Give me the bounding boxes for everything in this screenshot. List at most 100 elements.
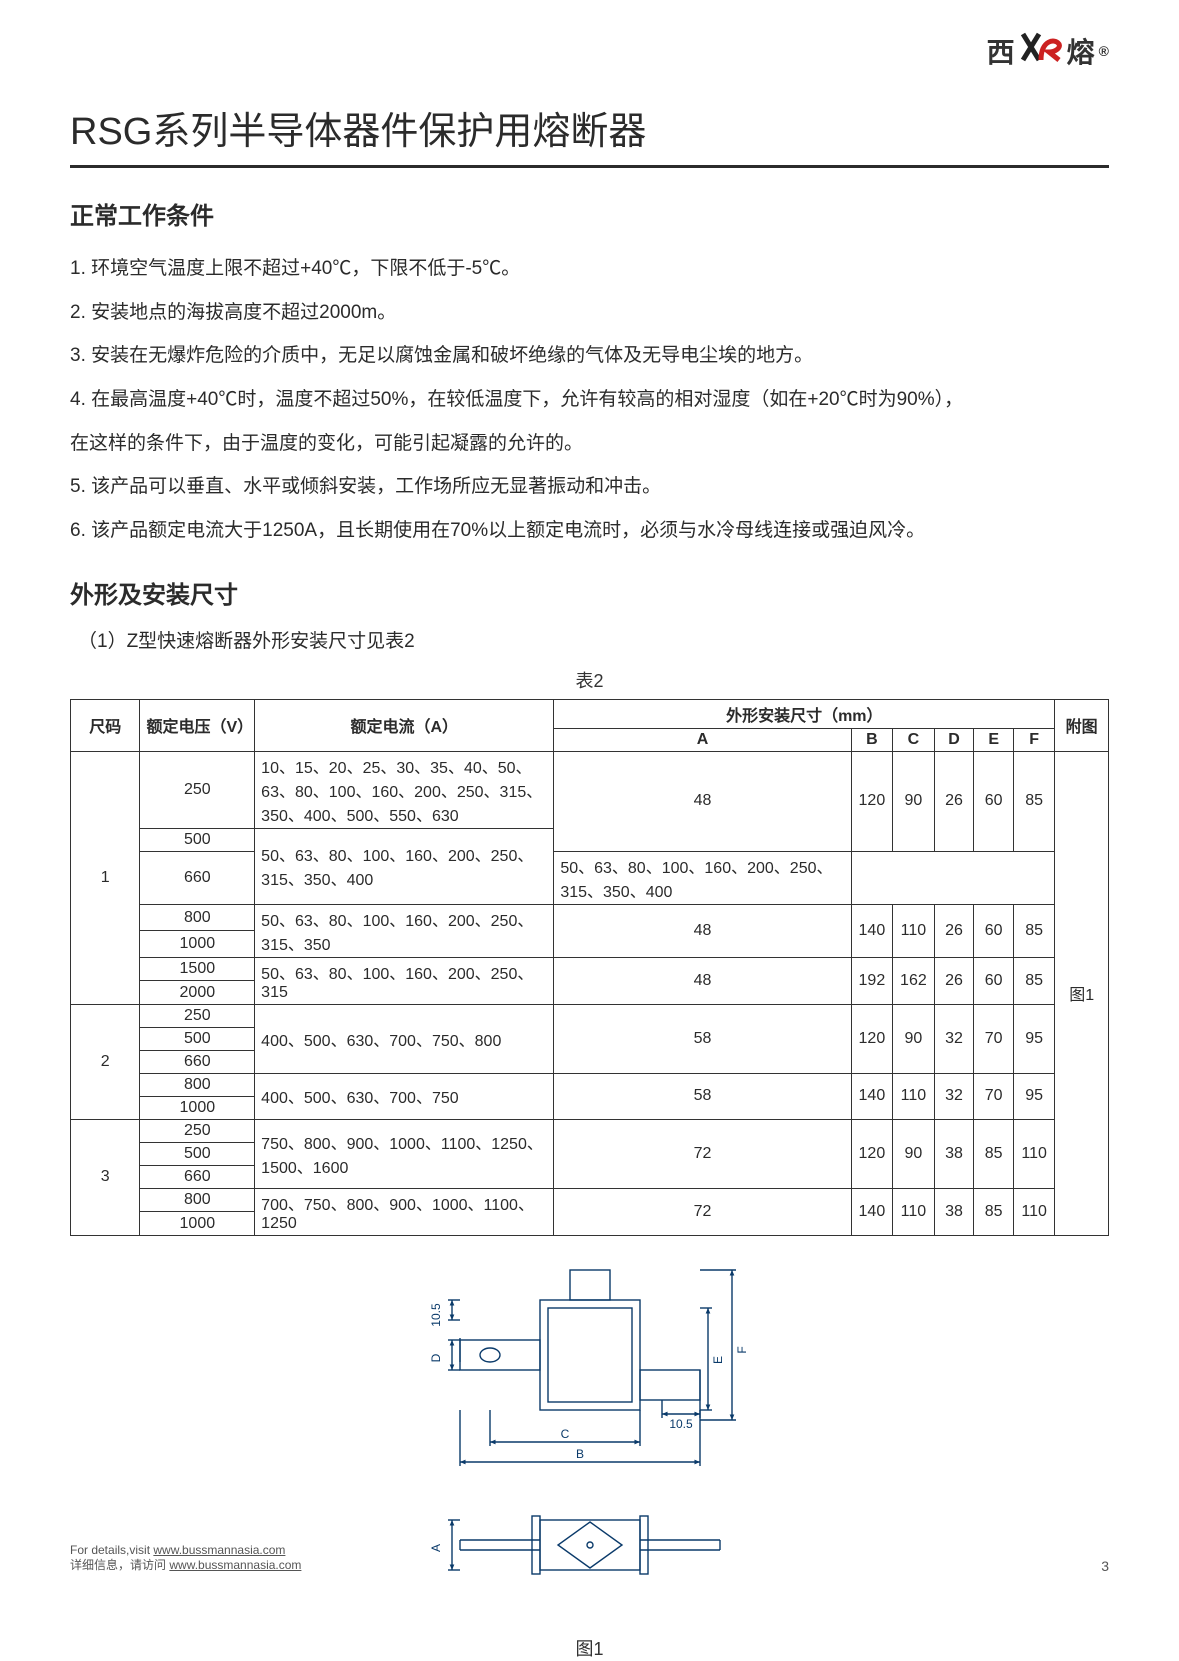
cell-dim: 90: [893, 1119, 935, 1188]
cell-dim: 162: [893, 957, 935, 1004]
cell-dim: 140: [851, 1188, 893, 1235]
cell-dim: 95: [1014, 1073, 1055, 1119]
brand-reg: ®: [1099, 43, 1109, 59]
cell-volt: 2000: [140, 981, 255, 1005]
th-size: 尺码: [71, 699, 140, 751]
table-row: 800400、500、630、700、75058140110327095: [71, 1073, 1109, 1096]
dimensions-table: 尺码额定电压（V）额定电流（A）外形安装尺寸（mm）附图ABCDEF125010…: [70, 699, 1109, 1236]
table-row: 150050、63、80、100、160、200、250、31548192162…: [71, 957, 1109, 981]
cell-dim: 85: [974, 1188, 1014, 1235]
cell-dim: 140: [851, 904, 893, 957]
svg-text:E: E: [711, 1356, 725, 1364]
cell-dim: 48: [554, 904, 851, 957]
figure-caption: 图1: [70, 1635, 1109, 1661]
condition-item: 4. 在最高温度+40℃时，温度不超过50%，在较低温度下，允许有较高的相对湿度…: [70, 378, 1109, 422]
section-operating-conditions: 正常工作条件: [70, 196, 1109, 231]
cell-dim: 26: [934, 957, 974, 1004]
footer-link[interactable]: www.bussmannasia.com: [153, 1543, 285, 1557]
cell-volt: 250: [140, 1119, 255, 1142]
cell-size: 2: [71, 1004, 140, 1119]
th-dim: E: [974, 728, 1014, 751]
cell-dim: 38: [934, 1119, 974, 1188]
footer: For details,visit www.bussmannasia.com 详…: [70, 1543, 301, 1574]
th-dim: C: [893, 728, 935, 751]
section-dimensions: 外形及安装尺寸: [70, 575, 1109, 610]
cell-volt: 800: [140, 1188, 255, 1212]
footer-line2-prefix: 详细信息，请访问: [70, 1558, 166, 1572]
th-dim: B: [851, 728, 893, 751]
condition-item: 6. 该产品额定电流大于1250A，且长期使用在70%以上额定电流时，必须与水冷…: [70, 509, 1109, 553]
cell-volt: 660: [140, 1165, 255, 1188]
cell-curr: 50、63、80、100、160、200、250、315、350: [255, 904, 554, 957]
cell-curr: 50、63、80、100、160、200、250、315、350、400: [554, 851, 851, 904]
cell-volt: 1000: [140, 1096, 255, 1119]
cell-dim: 90: [893, 751, 935, 851]
th-curr: 额定电流（A）: [255, 699, 554, 751]
table-row: 800700、750、800、900、1000、1100、12507214011…: [71, 1188, 1109, 1212]
brand-logo: 西 熔 ®: [987, 30, 1109, 71]
cell-dim: 120: [851, 1119, 893, 1188]
cell-volt: 500: [140, 1142, 255, 1165]
cell-dim: 60: [974, 751, 1014, 851]
svg-text:10.5: 10.5: [429, 1303, 443, 1327]
cell-dim: 120: [851, 751, 893, 851]
svg-text:F: F: [735, 1346, 749, 1353]
cell-volt: 660: [140, 1050, 255, 1073]
condition-item: 3. 安装在无爆炸危险的介质中，无足以腐蚀金属和破坏绝缘的气体及无导电尘埃的地方…: [70, 334, 1109, 378]
cell-dim: 110: [893, 1073, 935, 1119]
cell-dim: 70: [974, 1073, 1014, 1119]
cell-dim: 72: [554, 1188, 851, 1235]
table-caption: 表2: [70, 667, 1109, 693]
cell-curr: 50、63、80、100、160、200、250、315: [255, 957, 554, 1004]
cell-curr: 750、800、900、1000、1100、1250、1500、1600: [255, 1119, 554, 1188]
cell-dim: 85: [1014, 957, 1055, 1004]
cell-curr: 400、500、630、700、750、800: [255, 1004, 554, 1073]
th-dim: D: [934, 728, 974, 751]
cell-volt: 250: [140, 751, 255, 828]
table-row: 80050、63、80、100、160、200、250、315、35048140…: [71, 904, 1109, 931]
svg-text:B: B: [575, 1447, 583, 1461]
condition-item: 在这样的条件下，由于温度的变化，可能引起凝露的允许的。: [70, 422, 1109, 466]
cell-dim: 110: [893, 904, 935, 957]
cell-size: 3: [71, 1119, 140, 1235]
subsection-z-type: （1）Z型快速熔断器外形安装尺寸见表2: [78, 626, 1109, 653]
cell-dim: 110: [1014, 1119, 1055, 1188]
table-row: 2250400、500、630、700、750、8005812090327095: [71, 1004, 1109, 1027]
table-row: 3250750、800、900、1000、1100、1250、1500、1600…: [71, 1119, 1109, 1142]
cell-volt: 1500: [140, 957, 255, 981]
page-title: RSG系列半导体器件保护用熔断器: [70, 100, 1109, 168]
brand-xi: 西: [987, 31, 1015, 71]
cell-dim: 32: [934, 1004, 974, 1073]
cell-volt: 1000: [140, 931, 255, 958]
cell-dim: 70: [974, 1004, 1014, 1073]
cell-volt: 250: [140, 1004, 255, 1027]
cell-dim: 110: [893, 1188, 935, 1235]
svg-text:D: D: [429, 1353, 443, 1362]
cell-volt: 800: [140, 904, 255, 931]
condition-item: 2. 安装地点的海拔高度不超过2000m。: [70, 291, 1109, 335]
cell-dim: 58: [554, 1073, 851, 1119]
cell-curr: 50、63、80、100、160、200、250、315、350、400: [255, 828, 554, 904]
cell-curr: 400、500、630、700、750: [255, 1073, 554, 1119]
cell-dim: 58: [554, 1004, 851, 1073]
cell-volt: 660: [140, 851, 255, 904]
cell-volt: 500: [140, 1027, 255, 1050]
cell-dim: 48: [554, 957, 851, 1004]
conditions-list: 1. 环境空气温度上限不超过+40℃，下限不低于-5℃。 2. 安装地点的海拔高…: [70, 247, 1109, 553]
cell-curr: 10、15、20、25、30、35、40、50、63、80、100、160、20…: [255, 751, 554, 828]
page-number: 3: [1101, 1558, 1109, 1574]
cell-curr: 700、750、800、900、1000、1100、1250: [255, 1188, 554, 1235]
cell-dim: 60: [974, 957, 1014, 1004]
cell-dim: 85: [974, 1119, 1014, 1188]
footer-link[interactable]: www.bussmannasia.com: [169, 1558, 301, 1572]
svg-text:A: A: [429, 1544, 443, 1552]
cell-dim: 120: [851, 1004, 893, 1073]
brand-rong: 熔: [1067, 31, 1095, 71]
cell-volt: 500: [140, 828, 255, 851]
cell-dim: 140: [851, 1073, 893, 1119]
table-row: 660 50、63、80、100、160、200、250、315、350、400: [71, 851, 1109, 904]
footer-line1-prefix: For details,visit: [70, 1543, 153, 1557]
cell-dim: 90: [893, 1004, 935, 1073]
brand-xr-icon: [1019, 30, 1063, 71]
cell-dim: 60: [974, 904, 1014, 957]
